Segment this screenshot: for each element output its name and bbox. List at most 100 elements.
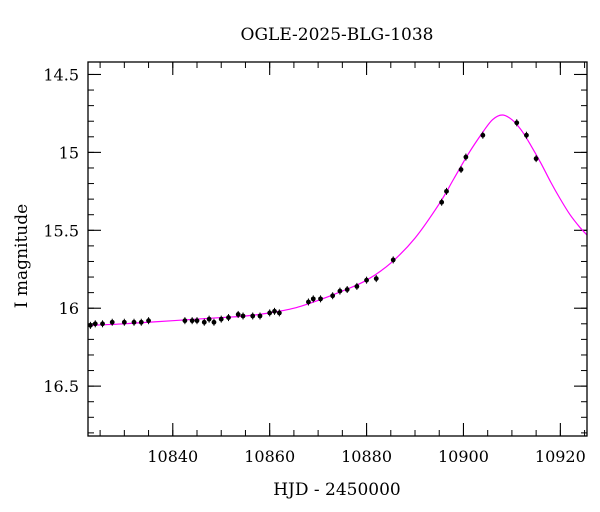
point-marker bbox=[514, 120, 520, 126]
point-marker bbox=[310, 296, 316, 302]
data-point bbox=[109, 318, 115, 326]
data-point bbox=[131, 318, 137, 326]
point-marker bbox=[218, 316, 224, 322]
model-curve-layer bbox=[88, 114, 587, 326]
point-marker bbox=[131, 319, 137, 325]
x-tick-label: 10900 bbox=[438, 447, 489, 466]
point-marker bbox=[109, 319, 115, 325]
data-point bbox=[272, 307, 277, 315]
data-point bbox=[480, 131, 486, 139]
data-point bbox=[138, 318, 144, 326]
data-point bbox=[267, 309, 273, 317]
point-marker bbox=[146, 318, 151, 324]
point-marker bbox=[226, 315, 231, 320]
data-points-layer bbox=[88, 119, 539, 329]
point-marker bbox=[276, 310, 282, 316]
data-point bbox=[458, 166, 464, 174]
point-marker bbox=[88, 322, 93, 328]
point-marker bbox=[92, 321, 98, 327]
chart-title: OGLE-2025-BLG-1038 bbox=[241, 25, 434, 45]
data-point bbox=[182, 317, 188, 325]
point-marker bbox=[206, 316, 212, 322]
point-marker bbox=[257, 313, 263, 319]
point-marker bbox=[533, 156, 539, 162]
point-marker bbox=[138, 319, 144, 325]
data-point bbox=[306, 298, 311, 306]
model-curve-line bbox=[88, 114, 587, 326]
data-point bbox=[235, 310, 241, 318]
point-marker bbox=[390, 257, 396, 263]
data-point bbox=[250, 312, 256, 320]
point-marker bbox=[480, 132, 486, 138]
data-point bbox=[201, 318, 207, 326]
point-marker bbox=[524, 132, 529, 138]
y-tick-label: 15 bbox=[59, 143, 79, 162]
data-point bbox=[330, 292, 336, 300]
y-tick-label: 16 bbox=[59, 299, 79, 318]
data-point bbox=[276, 309, 282, 317]
data-point bbox=[364, 276, 369, 284]
y-tick-label: 15.5 bbox=[43, 221, 79, 240]
axis-ticks: 10840 10860 10880 10900 10920 14.5 15 15.5 16 16.… bbox=[43, 62, 587, 466]
point-marker bbox=[373, 276, 379, 282]
point-marker bbox=[100, 321, 105, 327]
y-axis-label: I magnitude bbox=[12, 204, 32, 308]
x-tick-label: 10880 bbox=[341, 447, 392, 466]
point-marker bbox=[364, 277, 369, 283]
point-marker bbox=[444, 188, 449, 194]
data-point bbox=[146, 317, 151, 325]
data-point bbox=[194, 317, 200, 325]
data-point bbox=[189, 317, 195, 325]
data-point bbox=[390, 256, 396, 264]
point-marker bbox=[463, 154, 469, 160]
data-point bbox=[257, 312, 263, 320]
data-point bbox=[92, 320, 98, 328]
data-point bbox=[310, 295, 316, 303]
point-marker bbox=[235, 312, 241, 317]
data-point bbox=[100, 320, 105, 328]
data-point bbox=[354, 282, 360, 290]
data-point bbox=[211, 318, 217, 326]
data-point bbox=[318, 295, 323, 303]
point-marker bbox=[330, 293, 336, 299]
data-point bbox=[373, 275, 379, 283]
data-point bbox=[226, 314, 231, 322]
data-point bbox=[439, 198, 445, 206]
data-point bbox=[533, 155, 539, 163]
data-point bbox=[206, 315, 212, 323]
point-marker bbox=[272, 308, 277, 314]
point-marker bbox=[211, 319, 217, 325]
x-tick-label: 10840 bbox=[147, 447, 198, 466]
x-tick-label: 10920 bbox=[535, 447, 586, 466]
point-marker bbox=[354, 284, 360, 289]
data-point bbox=[444, 187, 449, 195]
data-point bbox=[463, 153, 469, 161]
point-marker bbox=[182, 318, 188, 324]
point-marker bbox=[194, 318, 200, 324]
point-marker bbox=[267, 310, 273, 316]
point-marker bbox=[458, 167, 464, 172]
data-point bbox=[121, 318, 127, 326]
point-marker bbox=[250, 313, 256, 319]
point-marker bbox=[189, 318, 195, 324]
data-point bbox=[344, 286, 350, 294]
point-marker bbox=[201, 319, 207, 325]
y-tick-label: 16.5 bbox=[43, 377, 79, 396]
x-axis-label: HJD - 2450000 bbox=[273, 480, 401, 500]
data-point bbox=[514, 119, 520, 127]
point-marker bbox=[439, 199, 445, 205]
data-point bbox=[240, 312, 246, 320]
point-marker bbox=[318, 296, 323, 302]
point-marker bbox=[306, 299, 311, 305]
plot-frame bbox=[87, 61, 588, 437]
y-tick-label: 14.5 bbox=[43, 65, 79, 84]
point-marker bbox=[344, 287, 350, 292]
point-marker bbox=[240, 313, 246, 319]
data-point bbox=[88, 321, 93, 329]
data-point bbox=[337, 287, 343, 295]
data-point bbox=[524, 131, 529, 139]
data-point bbox=[218, 315, 224, 323]
x-tick-label: 10860 bbox=[244, 447, 295, 466]
point-marker bbox=[337, 288, 343, 294]
